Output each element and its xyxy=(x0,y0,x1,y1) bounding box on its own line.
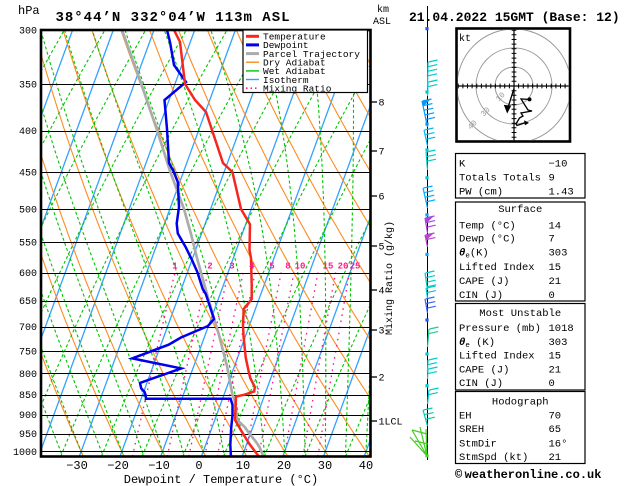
svg-text:CIN (J): CIN (J) xyxy=(459,290,503,302)
svg-text:30: 30 xyxy=(318,459,332,473)
svg-text:ASL: ASL xyxy=(373,17,391,28)
svg-text:1018: 1018 xyxy=(549,323,574,335)
svg-text:4: 4 xyxy=(379,287,385,298)
svg-text:0: 0 xyxy=(549,290,555,302)
svg-text:8: 8 xyxy=(379,99,385,110)
svg-text:2: 2 xyxy=(207,262,212,272)
svg-text:21: 21 xyxy=(549,452,562,464)
svg-text:Isotherm: Isotherm xyxy=(263,75,309,86)
svg-text:Hodograph: Hodograph xyxy=(492,397,549,409)
svg-text:600: 600 xyxy=(19,269,37,280)
svg-text:6: 6 xyxy=(379,193,385,204)
svg-text:Lifted Index: Lifted Index xyxy=(459,350,535,362)
svg-text:303: 303 xyxy=(549,248,568,260)
svg-text:0: 0 xyxy=(195,459,202,473)
svg-text:20: 20 xyxy=(338,262,349,272)
svg-text:Wet Adiabat: Wet Adiabat xyxy=(263,66,326,77)
svg-text:25: 25 xyxy=(350,262,361,272)
svg-text:1LCL: 1LCL xyxy=(379,418,403,429)
svg-text:15: 15 xyxy=(549,262,562,274)
svg-text:8: 8 xyxy=(285,262,290,272)
svg-text:Temp (°C): Temp (°C) xyxy=(459,220,516,232)
svg-text:K: K xyxy=(459,158,466,170)
svg-text:1: 1 xyxy=(172,262,178,272)
svg-text:9: 9 xyxy=(549,172,555,184)
svg-text:Mixing Ratio: Mixing Ratio xyxy=(263,83,332,94)
svg-text:750: 750 xyxy=(19,347,37,358)
svg-text:450: 450 xyxy=(19,168,37,179)
svg-text:300: 300 xyxy=(19,27,37,38)
svg-text:3: 3 xyxy=(229,262,234,272)
svg-text:21.04.2022 15GMT (Base: 12): 21.04.2022 15GMT (Base: 12) xyxy=(409,10,620,25)
svg-text:Dry Adiabat: Dry Adiabat xyxy=(263,58,326,69)
svg-text:SREH: SREH xyxy=(459,424,484,436)
svg-text:Pressure (mb): Pressure (mb) xyxy=(459,323,541,335)
svg-text:15: 15 xyxy=(549,350,562,362)
svg-text:40: 40 xyxy=(359,459,373,473)
svg-text:1.43: 1.43 xyxy=(549,186,574,198)
svg-text:© weatheronline.co.uk: © weatheronline.co.uk xyxy=(455,468,601,482)
svg-text:Dewp (°C): Dewp (°C) xyxy=(459,234,516,246)
svg-text:3: 3 xyxy=(379,327,385,338)
svg-text:15: 15 xyxy=(323,262,334,272)
svg-text:5: 5 xyxy=(269,262,274,272)
svg-text:EH: EH xyxy=(459,411,472,423)
svg-text:550: 550 xyxy=(19,239,37,250)
svg-text:700: 700 xyxy=(19,323,37,334)
svg-text:20: 20 xyxy=(277,459,291,473)
svg-text:Parcel Trajectory: Parcel Trajectory xyxy=(263,49,360,60)
svg-text:400: 400 xyxy=(19,127,37,138)
svg-text:Surface: Surface xyxy=(498,204,542,216)
svg-text:kt: kt xyxy=(459,33,471,45)
svg-text:Lifted Index: Lifted Index xyxy=(459,262,535,274)
svg-text:CIN (J): CIN (J) xyxy=(459,378,503,390)
svg-text:Totals Totals: Totals Totals xyxy=(459,172,541,184)
svg-text:−10: −10 xyxy=(549,158,568,170)
svg-text:10: 10 xyxy=(236,459,250,473)
svg-text:850: 850 xyxy=(19,391,37,402)
svg-text:StmDir: StmDir xyxy=(459,438,497,450)
svg-text:303: 303 xyxy=(549,337,568,349)
svg-text:hPa: hPa xyxy=(18,4,40,18)
svg-text:14: 14 xyxy=(549,220,562,232)
svg-text:5: 5 xyxy=(379,243,385,254)
svg-text:−30: −30 xyxy=(66,459,88,473)
svg-text:θe(K): θe(K) xyxy=(459,248,489,261)
svg-text:21: 21 xyxy=(549,276,562,288)
svg-text:650: 650 xyxy=(19,297,37,308)
svg-text:2: 2 xyxy=(379,374,385,385)
svg-text:PW (cm): PW (cm) xyxy=(459,186,503,198)
svg-text:0: 0 xyxy=(549,378,555,390)
svg-text:CAPE (J): CAPE (J) xyxy=(459,365,509,377)
svg-text:Temperature: Temperature xyxy=(263,32,326,43)
svg-text:Mixing Ratio (g/kg): Mixing Ratio (g/kg) xyxy=(384,221,396,335)
svg-text:7: 7 xyxy=(549,234,555,246)
svg-text:1000: 1000 xyxy=(13,448,37,459)
svg-text:Dewpoint / Temperature (°C): Dewpoint / Temperature (°C) xyxy=(124,473,318,486)
svg-text:800: 800 xyxy=(19,370,37,381)
svg-text:Most Unstable: Most Unstable xyxy=(479,308,561,320)
svg-text:θe (K): θe (K) xyxy=(459,337,495,350)
svg-text:km: km xyxy=(377,4,389,16)
svg-text:10: 10 xyxy=(295,262,306,272)
svg-text:70: 70 xyxy=(549,411,562,423)
svg-text:−10: −10 xyxy=(148,459,170,473)
svg-text:950: 950 xyxy=(19,430,37,441)
svg-text:65: 65 xyxy=(549,424,562,436)
svg-text:StmSpd (kt): StmSpd (kt) xyxy=(459,452,528,464)
svg-text:CAPE (J): CAPE (J) xyxy=(459,276,509,288)
svg-text:21: 21 xyxy=(549,365,562,377)
svg-text:−20: −20 xyxy=(107,459,129,473)
svg-text:Dewpoint: Dewpoint xyxy=(263,40,309,51)
svg-text:7: 7 xyxy=(379,148,385,159)
svg-text:350: 350 xyxy=(19,81,37,92)
svg-text:38°44’N 332°04’W 113m ASL: 38°44’N 332°04’W 113m ASL xyxy=(55,10,290,26)
svg-text:900: 900 xyxy=(19,411,37,422)
svg-text:4: 4 xyxy=(249,262,255,272)
svg-text:16°: 16° xyxy=(549,438,568,450)
svg-text:500: 500 xyxy=(19,205,37,216)
